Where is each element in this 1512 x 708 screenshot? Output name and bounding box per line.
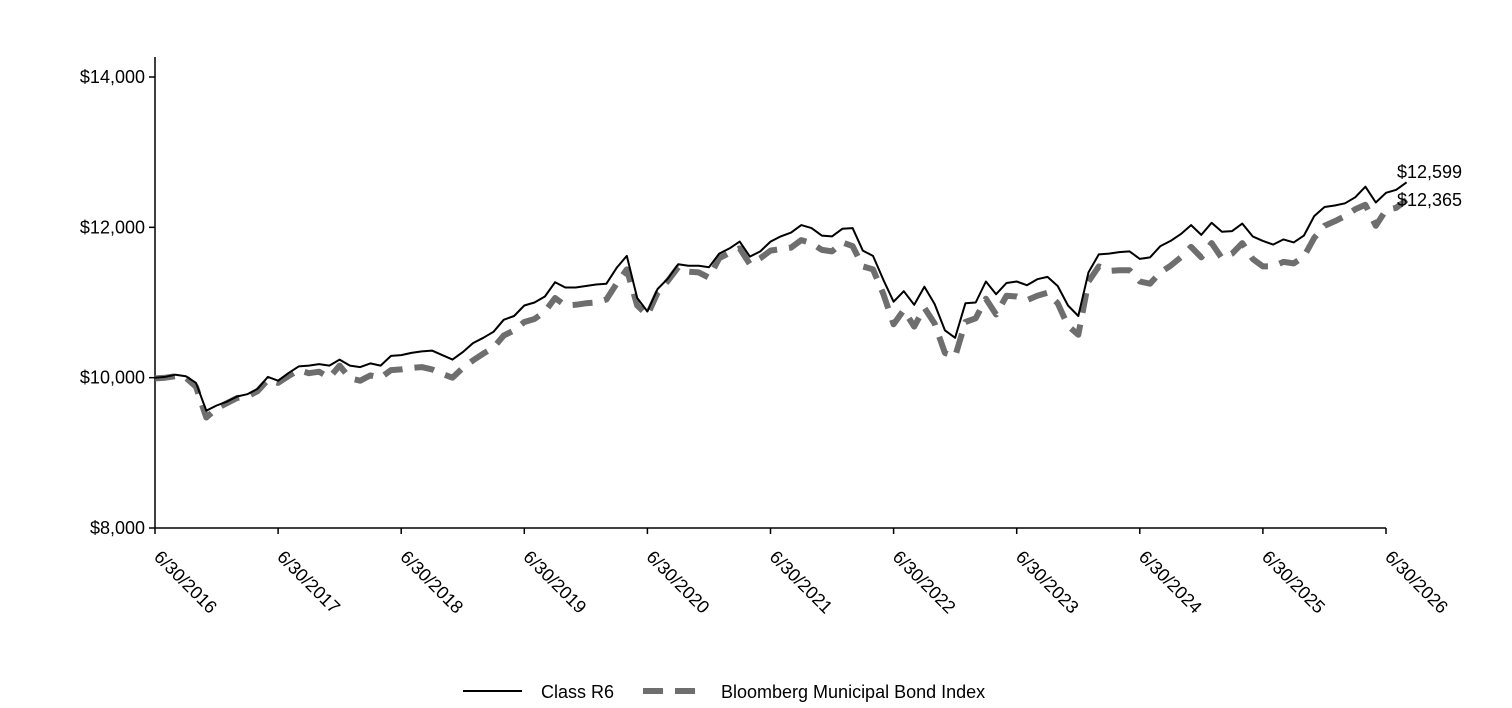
series-line-bloomberg bbox=[154, 197, 1409, 421]
x-tick-label: 6/30/2017 bbox=[273, 547, 344, 618]
legend: Class R6 Bloomberg Municipal Bond Index bbox=[463, 682, 985, 702]
series-line-class-r6 bbox=[154, 181, 1408, 412]
x-tick-label: 6/30/2024 bbox=[1135, 547, 1206, 618]
x-tick-label: 6/30/2026 bbox=[1381, 547, 1452, 618]
label-layer: $8,000 $10,000 $12,000 $14,000 6/30/2016 6/30… bbox=[80, 67, 1462, 617]
y-tick-label: $8,000 bbox=[90, 518, 145, 538]
legend-label-class-r6: Class R6 bbox=[541, 682, 614, 702]
y-tick-label: $14,000 bbox=[80, 67, 145, 87]
x-tick-label: 6/30/2016 bbox=[150, 547, 221, 618]
x-tick-label: 6/30/2025 bbox=[1258, 547, 1329, 618]
legend-label-bloomberg: Bloomberg Municipal Bond Index bbox=[721, 682, 985, 702]
end-label-bloomberg: $12,365 bbox=[1397, 190, 1462, 210]
y-tick-label: $12,000 bbox=[80, 217, 145, 237]
x-tick-label: 6/30/2020 bbox=[643, 547, 714, 618]
x-tick-label: 6/30/2021 bbox=[766, 547, 837, 618]
axes-layer bbox=[149, 57, 1387, 534]
x-tick-label: 6/30/2018 bbox=[396, 547, 467, 618]
x-tick-label: 6/30/2023 bbox=[1012, 547, 1083, 618]
x-tick-label: 6/30/2022 bbox=[889, 547, 960, 618]
end-label-class-r6: $12,599 bbox=[1397, 162, 1462, 182]
x-tick-label: 6/30/2019 bbox=[519, 547, 590, 618]
series-layer bbox=[154, 181, 1409, 421]
y-tick-label: $10,000 bbox=[80, 368, 145, 388]
